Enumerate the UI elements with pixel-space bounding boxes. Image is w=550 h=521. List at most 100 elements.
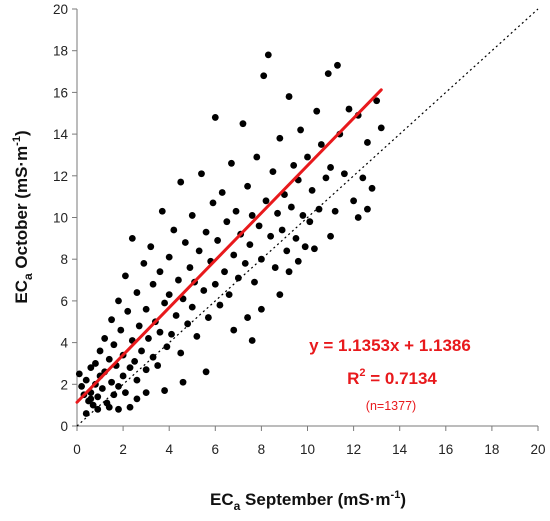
y-axis-label-rest: October (mS·m <box>12 146 31 274</box>
regression-equation: y = 1.1353x + 1.1386 <box>309 336 471 355</box>
data-point <box>301 243 309 251</box>
data-point <box>239 120 247 128</box>
data-point <box>246 241 254 249</box>
data-point <box>105 355 113 363</box>
y-tick-label: 12 <box>53 169 68 184</box>
data-point <box>92 360 99 367</box>
y-axis-label-main: EC <box>12 280 31 304</box>
r-squared-label: R2 = 0.7134 <box>347 367 437 388</box>
data-point <box>119 372 127 380</box>
y-axis-label-sup: -1 <box>11 136 23 146</box>
data-point <box>350 197 357 205</box>
data-point <box>292 234 300 242</box>
y-tick-label: 8 <box>60 252 68 267</box>
data-point <box>248 337 256 344</box>
data-point <box>154 362 162 369</box>
data-point <box>322 174 330 182</box>
data-point <box>158 207 166 215</box>
data-point <box>228 159 235 167</box>
data-point <box>255 222 263 230</box>
data-point <box>216 301 224 309</box>
regression-line-layer <box>75 88 383 404</box>
y-axis-label-end: ) <box>12 130 31 136</box>
data-point <box>75 370 83 378</box>
axes-layer <box>72 8 539 431</box>
data-point <box>156 328 164 336</box>
data-point <box>156 268 164 276</box>
data-point <box>133 376 141 384</box>
x-axis-label-main: EC <box>210 490 234 509</box>
data-point <box>188 212 196 219</box>
tick-labels-layer: 0 2 4 6 8 10 12 14 16 18 20 0 2 4 6 8 10 12 14 16 18 20 <box>53 2 546 457</box>
reference-line-layer <box>76 8 539 427</box>
data-point <box>230 326 238 334</box>
data-point <box>244 182 251 190</box>
data-point <box>315 205 323 213</box>
data-point <box>248 212 256 219</box>
y-tick-label: 10 <box>53 211 68 226</box>
data-point <box>110 341 118 349</box>
data-point <box>313 107 321 115</box>
data-point <box>324 70 332 78</box>
data-point <box>82 376 90 384</box>
data-point <box>177 349 185 357</box>
data-point <box>133 289 141 296</box>
data-point <box>260 72 268 80</box>
data-point <box>345 105 353 113</box>
data-point <box>122 389 129 397</box>
data-point <box>253 153 261 161</box>
x-tick-label: 20 <box>530 442 545 457</box>
data-point <box>163 343 171 351</box>
data-point <box>142 366 150 374</box>
data-point <box>108 378 115 386</box>
data-point <box>214 237 222 244</box>
data-point <box>82 410 90 417</box>
data-point <box>138 347 145 355</box>
data-point <box>126 403 134 411</box>
regression-line <box>75 88 383 404</box>
data-point <box>147 243 155 251</box>
y-tick-label: 18 <box>53 44 68 59</box>
data-point <box>258 305 265 313</box>
data-point <box>128 234 136 242</box>
data-point <box>331 207 339 215</box>
data-point <box>285 93 293 100</box>
data-point <box>317 141 325 148</box>
data-point <box>105 403 113 411</box>
data-point <box>115 297 122 305</box>
x-tick-label: 6 <box>212 442 220 457</box>
data-point <box>110 391 118 399</box>
x-axis-label: ECa September (mS·m-1) <box>210 489 406 513</box>
data-point <box>135 322 143 330</box>
data-point <box>327 232 334 240</box>
data-point <box>202 228 210 236</box>
data-point <box>211 114 219 121</box>
x-tick-label: 4 <box>165 442 173 457</box>
data-point <box>122 272 129 280</box>
x-tick-label: 8 <box>258 442 266 457</box>
data-point <box>364 139 371 146</box>
x-tick-label: 0 <box>73 442 81 457</box>
y-axis-label: ECa October (mS·m-1) <box>11 130 35 303</box>
data-point <box>306 218 314 226</box>
y-tick-label: 14 <box>53 127 69 142</box>
y-tick-label: 16 <box>53 85 68 100</box>
data-point <box>267 232 275 240</box>
data-point <box>368 184 376 192</box>
data-point <box>271 264 279 271</box>
data-point <box>269 168 277 176</box>
data-point <box>264 51 272 59</box>
data-point <box>149 280 157 288</box>
data-point <box>78 382 86 390</box>
y-tick-label: 6 <box>60 294 68 309</box>
data-point <box>175 276 182 284</box>
data-point <box>340 170 348 178</box>
data-point <box>181 239 189 246</box>
data-point <box>204 314 212 321</box>
points-layer <box>75 51 385 417</box>
data-point <box>117 326 125 334</box>
data-point <box>234 274 242 282</box>
y-tick-label: 20 <box>53 2 68 17</box>
data-point <box>209 199 217 207</box>
data-point <box>177 178 185 186</box>
